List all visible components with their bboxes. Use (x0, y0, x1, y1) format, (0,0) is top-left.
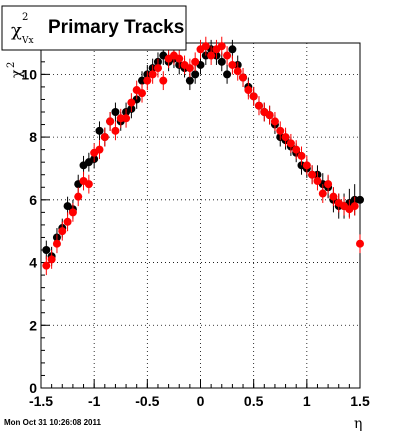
y-axis-title: χ 2 (6, 62, 25, 78)
data-point-red (254, 101, 263, 110)
data-point-red (249, 92, 258, 101)
title-symbol: χ (11, 20, 22, 41)
x-tick-label: 0.5 (244, 393, 264, 409)
data-point-red (276, 126, 285, 135)
chart-title: Primary Tracks (48, 17, 184, 38)
data-point-red (350, 202, 359, 211)
data-point-black (228, 45, 237, 54)
title-subscript: Vx (21, 36, 34, 46)
data-point-red (201, 42, 210, 51)
y-tick-label: 0 (29, 380, 37, 396)
data-point-red (297, 151, 306, 160)
data-point-red (302, 161, 311, 170)
data-point-red (228, 60, 237, 69)
data-point-red (233, 67, 242, 76)
title-superscript: 2 (22, 12, 28, 23)
data-point-red (84, 180, 93, 189)
x-tick-label: 1 (303, 393, 311, 409)
data-point-red (52, 239, 61, 248)
data-point-red (68, 208, 77, 217)
y-tick-label: 2 (29, 317, 37, 333)
data-point-red (106, 117, 115, 126)
data-point-red (153, 64, 162, 73)
data-point-red (313, 177, 322, 185)
data-point-red (191, 57, 200, 66)
data-point-black (217, 57, 226, 66)
data-point-red (111, 126, 120, 135)
data-point-red (148, 70, 157, 79)
data-point-red (308, 170, 317, 179)
data-point-red (122, 114, 131, 123)
data-point-red (175, 54, 184, 63)
data-point-red (143, 76, 152, 85)
data-point-red (47, 255, 56, 264)
y-tick-label: 10 (21, 66, 37, 82)
x-tick-label: -1 (88, 393, 101, 409)
data-point-red (270, 117, 279, 126)
data-point-black (223, 70, 232, 79)
data-point-red (329, 192, 338, 201)
data-point-red (286, 139, 295, 148)
tick-labels: -1.5 -1 -0.5 0 0.5 1 1.5 0 2 4 6 8 10 (21, 66, 370, 409)
x-tick-label: -0.5 (135, 393, 159, 409)
data-point-black (356, 195, 364, 204)
data-point-red (185, 64, 194, 73)
y-tick-label: 6 (29, 192, 37, 208)
y-axis-sup: 2 (6, 62, 17, 68)
data-point-red (356, 239, 364, 248)
x-tick-label: 0 (197, 393, 205, 409)
grid-lines (41, 43, 360, 388)
data-point-red (244, 86, 253, 95)
data-point-red (265, 111, 274, 120)
y-tick-label: 4 (29, 255, 37, 271)
data-point-red (281, 133, 290, 142)
data-point-red (138, 89, 147, 98)
data-point-red (42, 261, 51, 270)
data-point-red (63, 217, 72, 226)
x-axis-title: η (354, 416, 362, 432)
data-point-red (318, 189, 327, 198)
data-point-red (159, 76, 168, 85)
data-point-red (217, 42, 226, 51)
y-axis-symbol: χ (9, 69, 25, 78)
data-point-red (100, 133, 109, 142)
data-point-red (74, 192, 83, 201)
x-tick-label: -1.5 (29, 393, 53, 409)
data-point-red (127, 98, 136, 107)
y-tick-label: 8 (29, 129, 37, 145)
data-point-red (95, 145, 104, 154)
data-point-black (191, 70, 200, 79)
data-point-black (111, 108, 120, 116)
data-point-red (292, 145, 301, 154)
timestamp-footer: Mon Oct 31 10:26:08 2011 (4, 418, 101, 427)
title-box: χ 2 Vx Primary Tracks (1, 5, 187, 51)
data-point-black (42, 246, 51, 254)
data-point-red (223, 51, 232, 60)
data-point-black (95, 126, 104, 135)
data-point-black (185, 76, 194, 85)
data-point-red (207, 51, 216, 60)
x-tick-label: 1.5 (350, 393, 370, 409)
data-points (42, 36, 364, 276)
data-point-red (239, 73, 248, 82)
data-point-red (58, 227, 67, 236)
data-point-red (324, 180, 333, 189)
